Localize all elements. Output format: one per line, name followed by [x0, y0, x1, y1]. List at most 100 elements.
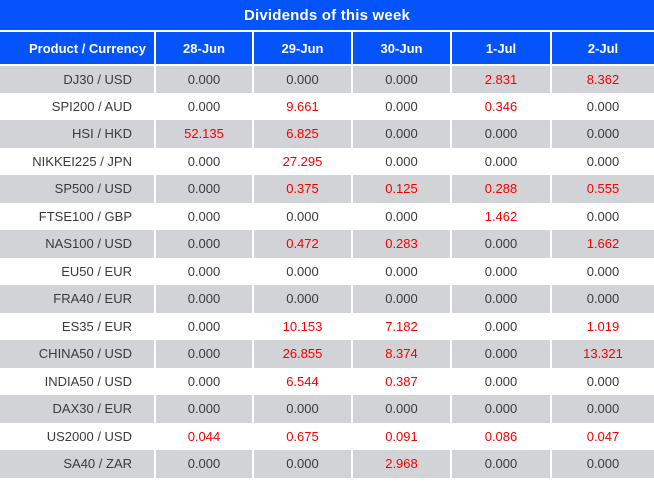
product-cell: DJ30 / USD [63, 71, 132, 87]
column-header-product: Product / Currency [0, 32, 155, 66]
product-cell: DAX30 / EUR [52, 401, 132, 417]
product-cell: SA40 / ZAR [63, 456, 132, 472]
table-row: DJ30 / USD 0.000 0.000 0.000 2.831 8.362 [0, 65, 654, 93]
table-row: HSI / HKD 52.135 6.825 0.000 0.000 0.000 [0, 120, 654, 148]
dividend-value-cell: 0.000 [450, 367, 551, 395]
dividend-value-cell: 0.000 [154, 92, 253, 120]
dividend-value-cell: 0.000 [550, 92, 654, 120]
product-cell: ES35 / EUR [61, 318, 132, 334]
dividend-value-cell: 0.000 [252, 65, 352, 93]
dividend-value-cell: 1.019 [550, 312, 654, 340]
dividend-value-cell: 0.000 [450, 450, 551, 478]
dividend-value-cell: 0.000 [154, 147, 253, 175]
dividend-value-cell: 0.000 [450, 230, 551, 258]
dividend-value-cell: 0.086 [450, 422, 551, 450]
table-row: CHINA50 / USD 0.000 26.855 8.374 0.000 13.321 [0, 340, 654, 368]
widget-title-bar: Dividends of this week [0, 0, 654, 32]
dividend-value-cell: 10.153 [252, 312, 352, 340]
dividend-value-cell: 0.000 [154, 340, 253, 368]
dividend-value-cell: 8.374 [351, 340, 451, 368]
product-cell: INDIA50 / USD [44, 373, 132, 389]
dividend-value-cell: 0.375 [252, 175, 352, 203]
dividend-value-cell: 2.831 [450, 65, 551, 93]
dividend-value-cell: 26.855 [252, 340, 352, 368]
table-row: SA40 / ZAR 0.000 0.000 2.968 0.000 0.000 [0, 450, 654, 478]
dividend-value-cell: 27.295 [252, 147, 352, 175]
dividend-value-cell: 0.000 [154, 202, 253, 230]
dividend-value-cell: 0.000 [154, 312, 253, 340]
column-header-29-jun: 29-Jun [252, 32, 352, 66]
table-row: SPI200 / AUD 0.000 9.661 0.000 0.346 0.000 [0, 92, 654, 120]
dividend-value-cell: 0.000 [450, 312, 551, 340]
dividend-value-cell: 0.000 [550, 285, 654, 313]
dividend-value-cell: 0.000 [351, 92, 451, 120]
dividend-value-cell: 0.000 [450, 147, 551, 175]
table-body: DJ30 / USD 0.000 0.000 0.000 2.831 8.362 SPI20… [0, 65, 654, 478]
dividend-value-cell: 0.000 [450, 340, 551, 368]
dividend-value-cell: 0.000 [450, 395, 551, 423]
dividend-value-cell: 0.000 [550, 367, 654, 395]
dividend-value-cell: 0.000 [154, 65, 253, 93]
table-row: NIKKEI225 / JPN 0.000 27.295 0.000 0.000 0.00… [0, 147, 654, 175]
dividend-value-cell: 0.000 [154, 367, 253, 395]
dividend-value-cell: 0.000 [351, 147, 451, 175]
dividend-value-cell: 0.000 [154, 285, 253, 313]
table-row: US2000 / USD 0.044 0.675 0.091 0.086 0.047 [0, 422, 654, 450]
product-cell: EU50 / EUR [61, 263, 132, 279]
dividend-value-cell: 0.000 [550, 202, 654, 230]
dividend-value-cell: 0.000 [252, 285, 352, 313]
table-row: SP500 / USD 0.000 0.375 0.125 0.288 0.555 [0, 175, 654, 203]
table-row: FRA40 / EUR 0.000 0.000 0.000 0.000 0.000 [0, 285, 654, 313]
dividend-value-cell: 0.000 [550, 147, 654, 175]
product-cell: NIKKEI225 / JPN [32, 153, 132, 169]
product-cell: SPI200 / AUD [51, 98, 132, 114]
dividend-value-cell: 6.825 [252, 120, 352, 148]
product-cell: CHINA50 / USD [38, 346, 132, 362]
header-row: Product / Currency 28-Jun 29-Jun 30-Jun 1-Ju… [0, 32, 654, 66]
dividend-value-cell: 0.000 [351, 257, 451, 285]
column-header-2-jul: 2-Jul [550, 32, 654, 66]
dividend-value-cell: 0.472 [252, 230, 352, 258]
dividend-value-cell: 0.000 [252, 395, 352, 423]
dividend-value-cell: 0.555 [550, 175, 654, 203]
dividend-value-cell: 0.000 [154, 450, 253, 478]
dividend-value-cell: 1.662 [550, 230, 654, 258]
dividend-value-cell: 0.000 [351, 395, 451, 423]
table-row: EU50 / EUR 0.000 0.000 0.000 0.000 0.000 [0, 257, 654, 285]
product-cell: US2000 / USD [46, 428, 132, 444]
product-cell: SP500 / USD [54, 181, 132, 197]
dividend-value-cell: 0.000 [351, 202, 451, 230]
dividend-value-cell: 9.661 [252, 92, 352, 120]
dividend-value-cell: 0.000 [550, 395, 654, 423]
dividend-value-cell: 0.346 [450, 92, 551, 120]
product-cell: FRA40 / EUR [53, 291, 132, 307]
dividend-value-cell: 0.125 [351, 175, 451, 203]
product-cell: HSI / HKD [72, 126, 132, 142]
dividend-value-cell: 0.387 [351, 367, 451, 395]
column-header-1-jul: 1-Jul [450, 32, 551, 66]
dividends-table: Product / Currency 28-Jun 29-Jun 30-Jun 1-Ju… [0, 32, 654, 478]
dividend-value-cell: 0.000 [252, 450, 352, 478]
dividend-value-cell: 0.047 [550, 422, 654, 450]
column-header-28-jun: 28-Jun [154, 32, 253, 66]
dividend-value-cell: 0.000 [154, 257, 253, 285]
dividend-value-cell: 0.091 [351, 422, 451, 450]
dividend-value-cell: 6.544 [252, 367, 352, 395]
dividend-value-cell: 13.321 [550, 340, 654, 368]
product-cell: NAS100 / USD [45, 236, 132, 252]
table-row: DAX30 / EUR 0.000 0.000 0.000 0.000 0.000 [0, 395, 654, 423]
dividend-value-cell: 0.283 [351, 230, 451, 258]
dividend-value-cell: 0.675 [252, 422, 352, 450]
dividend-value-cell: 0.288 [450, 175, 551, 203]
dividend-value-cell: 0.000 [450, 257, 551, 285]
dividend-value-cell: 0.000 [450, 285, 551, 313]
table-row: NAS100 / USD 0.000 0.472 0.283 0.000 1.662 [0, 230, 654, 258]
dividend-value-cell: 0.000 [154, 230, 253, 258]
table-row: INDIA50 / USD 0.000 6.544 0.387 0.000 0.000 [0, 367, 654, 395]
dividend-value-cell: 8.362 [550, 65, 654, 93]
column-header-30-jun: 30-Jun [351, 32, 451, 66]
dividend-value-cell: 0.044 [154, 422, 253, 450]
dividend-value-cell: 0.000 [450, 120, 551, 148]
table-row: FTSE100 / GBP 0.000 0.000 0.000 1.462 0.000 [0, 202, 654, 230]
